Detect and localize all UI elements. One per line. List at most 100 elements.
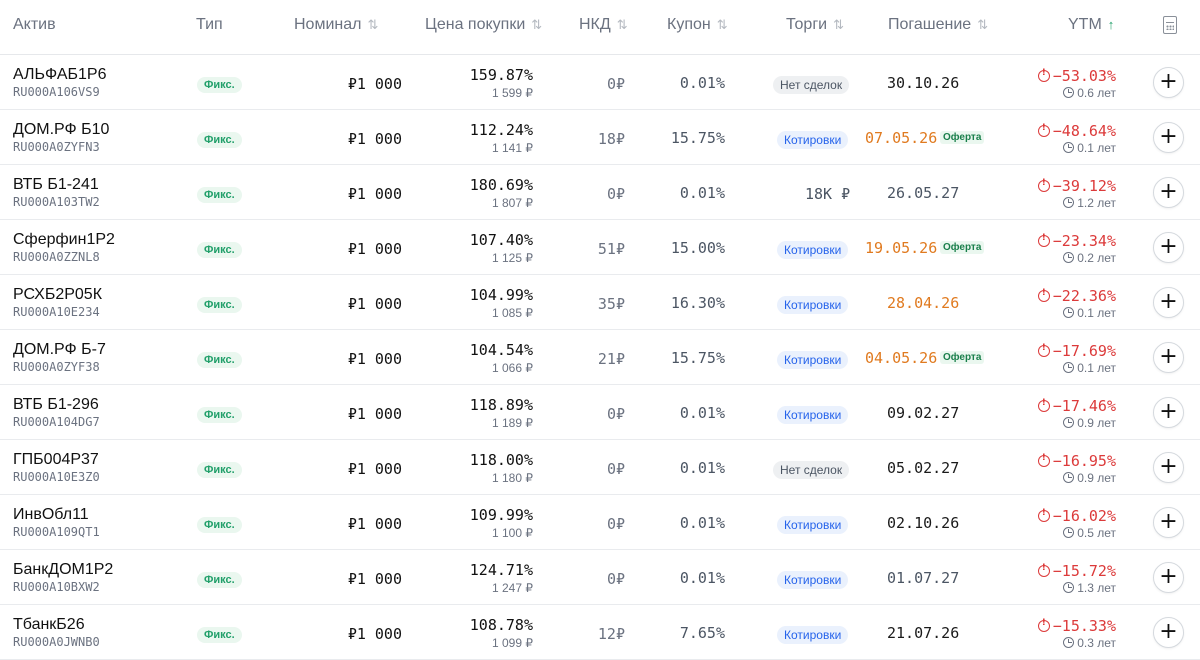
table-row[interactable]: РСХБ2Р05К RU000A10E234 Фикс. ₽1 000 104.99% 1… [0,275,1200,330]
add-button[interactable]: + [1153,397,1184,428]
type-badge: Фикс. [197,627,242,643]
column-header-type[interactable]: Тип [196,0,223,50]
maturity-date: 05.02.27 [887,459,960,477]
trades-status-badge: Котировки [777,351,849,369]
column-header-asset-label: Актив [13,16,56,33]
table-row[interactable]: ИнвОбл11 RU000A109QT1 Фикс. ₽1 000 109.99% 1 … [0,495,1200,550]
clock-icon [1063,87,1075,98]
coupon-value: 15.75% [670,129,725,147]
column-header-coupon-label: Купон [667,16,711,33]
column-header-trades[interactable]: Торги ⇅ [786,0,844,50]
asset-name[interactable]: ГПБ004Р37 [13,451,99,468]
type-badge: Фикс. [197,352,242,368]
nominal-value: ₽1 000 [347,75,402,93]
coupon-value: 0.01% [679,459,725,477]
column-header-maturity[interactable]: Погашение ⇅ [888,0,988,50]
duration-text: 0.1 лет [1077,141,1116,155]
purchase-price-rub: 1 085 ₽ [492,306,533,320]
coupon-value: 7.65% [679,624,725,642]
asset-name[interactable]: ДОМ.РФ Б10 [13,121,110,138]
add-button[interactable]: + [1153,452,1184,483]
clock-icon [1063,197,1075,208]
column-header-nkd[interactable]: НКД ⇅ [579,0,628,50]
clock-icon [1063,362,1075,373]
ytm-text: −39.12% [1052,177,1116,195]
table-row[interactable]: ВТБ Б1-241 RU000A103TW2 Фикс. ₽1 000 180.69%… [0,165,1200,220]
asset-name[interactable]: АЛЬФАБ1Р6 [13,66,107,83]
add-button[interactable]: + [1153,287,1184,318]
type-badge: Фикс. [197,187,242,203]
nominal-value: ₽1 000 [347,185,402,203]
nominal-value: ₽1 000 [347,515,402,533]
nkd-value: 0₽ [606,75,625,93]
duration-text: 0.2 лет [1077,251,1116,265]
nominal-value: ₽1 000 [347,570,402,588]
maturity-date: 02.10.26 [887,514,960,532]
coupon-value: 0.01% [679,569,725,587]
asset-name[interactable]: ТбанкБ26 [13,616,85,633]
warning-icon [1037,123,1050,137]
table-row[interactable]: ДОМ.РФ Б10 RU000A0ZYFN3 Фикс. ₽1 000 112.24%… [0,110,1200,165]
coupon-value: 15.00% [670,239,725,257]
trades-status-badge: Нет сделок [773,76,850,94]
table-row[interactable]: АЛЬФАБ1Р6 RU000A106VS9 Фикс. ₽1 000 159.87% 1… [0,55,1200,110]
column-header-nominal-label: Номинал [294,16,362,33]
add-button[interactable]: + [1153,562,1184,593]
asset-name[interactable]: РСХБ2Р05К [13,286,103,303]
warning-icon [1037,508,1050,522]
purchase-price-rub: 1 599 ₽ [492,86,533,100]
add-button[interactable]: + [1153,342,1184,373]
type-badge: Фикс. [197,407,242,423]
ytm-value: −16.02% [1037,507,1116,525]
column-header-price[interactable]: Цена покупки ⇅ [425,0,542,50]
asset-name[interactable]: ИнвОбл11 [13,506,89,523]
table-row[interactable]: ДОМ.РФ Б-7 RU000A0ZYF38 Фикс. ₽1 000 104.54%… [0,330,1200,385]
column-header-nominal[interactable]: Номинал ⇅ [294,0,378,50]
column-header-coupon[interactable]: Купон ⇅ [667,0,728,50]
duration-text: 0.9 лет [1077,471,1116,485]
asset-name[interactable]: ВТБ Б1-296 [13,396,99,413]
table-row[interactable]: ТбанкБ26 RU000A0JWNB0 Фикс. ₽1 000 108.78% 1 … [0,605,1200,660]
sort-icon: ⇅ [531,17,543,32]
duration-text: 0.1 лет [1077,361,1116,375]
trades-status-badge: Котировки [777,406,849,424]
asset-name[interactable]: ДОМ.РФ Б-7 [13,341,106,358]
coupon-value: 0.01% [679,184,725,202]
table-row[interactable]: ВТБ Б1-296 RU000A104DG7 Фикс. ₽1 000 118.89%… [0,385,1200,440]
asset-name[interactable]: ВТБ Б1-241 [13,176,99,193]
asset-isin: RU000A109QT1 [13,525,100,539]
add-button[interactable]: + [1153,67,1184,98]
calculator-icon[interactable] [1163,16,1177,34]
ytm-value: −17.46% [1037,397,1116,415]
asset-name[interactable]: Сферфин1Р2 [13,231,115,248]
duration-value: 1.2 лет [1063,196,1116,210]
duration-value: 0.3 лет [1063,636,1116,650]
ytm-value: −15.33% [1037,617,1116,635]
ytm-text: −53.03% [1052,67,1116,85]
duration-text: 0.6 лет [1077,86,1116,100]
column-header-nkd-label: НКД [579,16,611,33]
purchase-price-rub: 1 141 ₽ [492,141,533,155]
maturity-date: 04.05.26 [865,349,938,367]
trades-status-badge: Нет сделок [773,461,850,479]
clock-icon [1063,637,1075,648]
column-header-price-label: Цена покупки [425,16,526,33]
asset-name[interactable]: БанкДОМ1Р2 [13,561,114,578]
ytm-value: −17.69% [1037,342,1116,360]
purchase-price-percent: 109.99% [469,506,533,524]
add-button[interactable]: + [1153,122,1184,153]
add-button[interactable]: + [1153,617,1184,648]
duration-value: 0.1 лет [1063,141,1116,155]
add-button[interactable]: + [1153,507,1184,538]
table-row[interactable]: ГПБ004Р37 RU000A10E3Z0 Фикс. ₽1 000 118.00% 1… [0,440,1200,495]
warning-icon [1037,453,1050,467]
duration-value: 0.9 лет [1063,416,1116,430]
add-button[interactable]: + [1153,177,1184,208]
column-header-ytm[interactable]: YTM ↑ [1068,0,1114,50]
add-button[interactable]: + [1153,232,1184,263]
table-row[interactable]: БанкДОМ1Р2 RU000A10BXW2 Фикс. ₽1 000 124.71%… [0,550,1200,605]
duration-value: 0.1 лет [1063,306,1116,320]
table-row[interactable]: Сферфин1Р2 RU000A0ZZNL8 Фикс. ₽1 000 107.40%… [0,220,1200,275]
nkd-value: 0₽ [606,515,625,533]
column-header-asset[interactable]: Актив [13,0,56,50]
